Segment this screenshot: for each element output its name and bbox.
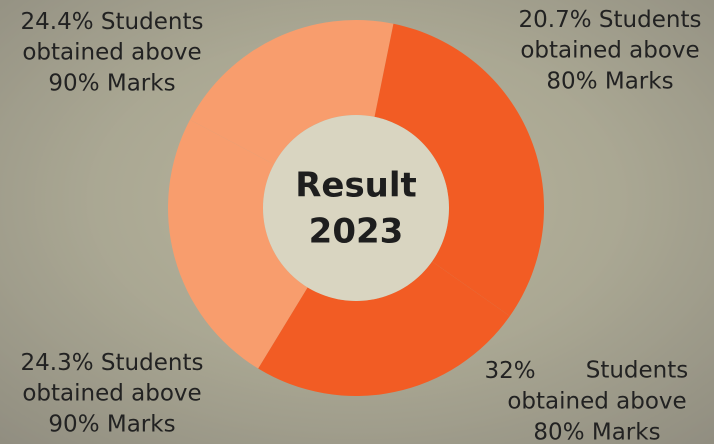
annotation-line: 90% Marks xyxy=(48,71,175,97)
annotation-line: 80% Marks xyxy=(533,420,660,444)
value-label: 32% xyxy=(484,358,535,384)
annotation: 32% obtained above 80% Marks xyxy=(484,358,686,444)
annotation: 24.3% Students obtained above 90% Marks xyxy=(21,350,204,438)
annotation-line: 80% Marks xyxy=(546,69,673,95)
annotation: 24.4% Students obtained above 90% Marks xyxy=(21,9,204,97)
annotation-line: 90% Marks xyxy=(48,412,175,438)
annotation-line: 32% xyxy=(484,358,535,384)
annotation-line: 24.3% Students xyxy=(21,350,204,376)
donut-slice xyxy=(190,20,394,165)
donut-slice xyxy=(374,23,544,317)
value-label: 24.3% xyxy=(21,350,94,376)
center-text: Result xyxy=(295,166,417,206)
annotation-line: obtained above xyxy=(520,38,699,64)
annotation-line: 24.4% Students xyxy=(21,9,204,35)
donut-hole xyxy=(263,115,449,301)
donut-slice xyxy=(168,119,308,369)
annotation-line: 20.7% Students xyxy=(519,7,702,33)
center-text: 2023 xyxy=(309,212,404,252)
annotation: 20.7% Students obtained above 80% Marks xyxy=(519,7,702,95)
donut-slice xyxy=(258,261,510,396)
annotation-line: obtained above xyxy=(507,389,686,415)
annotation-word: Students xyxy=(101,350,204,376)
value-label: 24.4% xyxy=(21,9,94,35)
annotation-word: Students xyxy=(599,7,702,33)
annotation-line: Students xyxy=(586,358,689,384)
value-label: 20.7% xyxy=(519,7,592,33)
annotation-word: Students xyxy=(101,9,204,35)
annotation-line: obtained above xyxy=(22,40,201,66)
annotation-line: obtained above xyxy=(22,381,201,407)
